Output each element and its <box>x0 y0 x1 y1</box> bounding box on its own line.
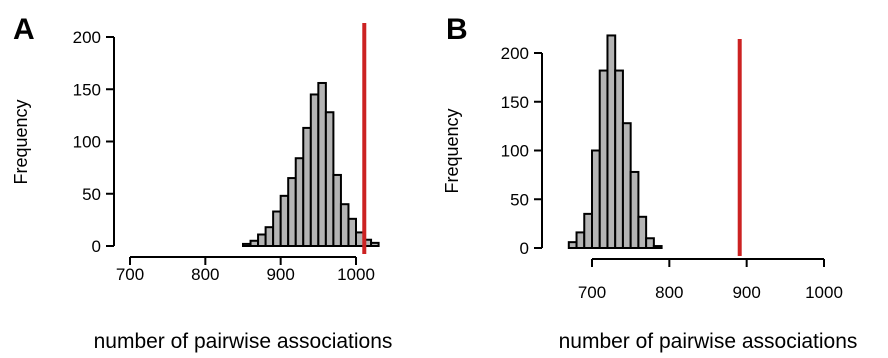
histogram-bar <box>279 194 290 247</box>
y-tick-label: 100 <box>501 142 529 161</box>
histogram-bar <box>324 111 335 247</box>
x-tick-label: 700 <box>578 283 606 302</box>
histogram-bar <box>621 122 632 249</box>
x-tick-label: 900 <box>732 283 760 302</box>
histogram-bar <box>598 69 609 249</box>
histogram-bar <box>332 173 342 247</box>
x-axis-title: number of pairwise associations <box>559 330 858 353</box>
histogram-bar <box>614 69 624 249</box>
y-tick-label: 200 <box>73 28 101 47</box>
panel-label: A <box>13 13 35 46</box>
x-tick-label: 700 <box>116 265 144 284</box>
histogram-bar <box>645 237 655 249</box>
histogram-bar <box>339 203 350 247</box>
x-tick-label: 800 <box>655 283 683 302</box>
x-tick-label: 800 <box>191 265 219 284</box>
y-tick-label: 150 <box>73 80 101 99</box>
histogram-bar <box>272 210 282 247</box>
panel-label: B <box>446 13 468 46</box>
histogram-bar <box>606 34 617 250</box>
histogram-bar <box>347 217 358 248</box>
histogram-bar <box>302 126 312 247</box>
y-tick-label: 0 <box>520 239 529 258</box>
y-tick-label: 200 <box>501 44 529 63</box>
x-tick-label: 1000 <box>337 265 375 284</box>
y-tick-label: 100 <box>73 133 101 152</box>
y-axis-title: Frequency <box>442 108 462 193</box>
y-axis-title: Frequency <box>11 99 31 184</box>
histogram-bar <box>294 157 305 247</box>
histogram-bar <box>370 241 380 248</box>
histogram-bar <box>629 170 640 249</box>
x-tick-label: 1000 <box>805 283 843 302</box>
histogram-bar <box>264 226 275 248</box>
histogram-bar <box>567 241 578 249</box>
panel-b: B 0 50 100 150 200 700 800 900 1000 Frequency numbe… <box>442 13 857 353</box>
histogram-bar <box>575 231 586 249</box>
histogram-bar <box>317 81 327 248</box>
panel-a: A 0 50 100 150 200 700 800 900 1000 Frequency numbe… <box>11 13 392 353</box>
histogram-bar <box>309 93 320 247</box>
y-tick-label: 0 <box>92 237 101 256</box>
histogram-bar <box>249 239 260 247</box>
histogram-bar <box>637 215 648 250</box>
y-tick-label: 150 <box>501 93 529 112</box>
y-tick-label: 50 <box>82 185 101 204</box>
histogram-bar <box>591 149 601 249</box>
histogram-bar <box>652 245 663 250</box>
y-tick-label: 50 <box>510 190 529 209</box>
histogram-bar <box>242 242 252 248</box>
histogram-bar <box>583 212 593 249</box>
x-axis-title: number of pairwise associations <box>94 330 393 353</box>
histogram-bar <box>257 233 267 248</box>
histogram-bar <box>287 177 297 247</box>
x-tick-label: 900 <box>266 265 294 284</box>
